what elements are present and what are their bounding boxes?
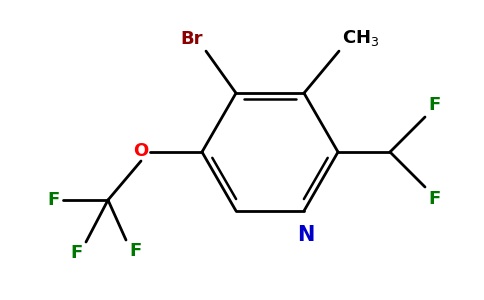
Text: CH$_3$: CH$_3$ [342,28,379,48]
Text: O: O [133,142,148,160]
Text: F: F [71,244,83,262]
Text: F: F [48,191,60,209]
Text: N: N [297,225,315,245]
Text: F: F [129,242,141,260]
Text: Br: Br [181,30,203,48]
Text: F: F [428,96,440,114]
Text: F: F [428,190,440,208]
